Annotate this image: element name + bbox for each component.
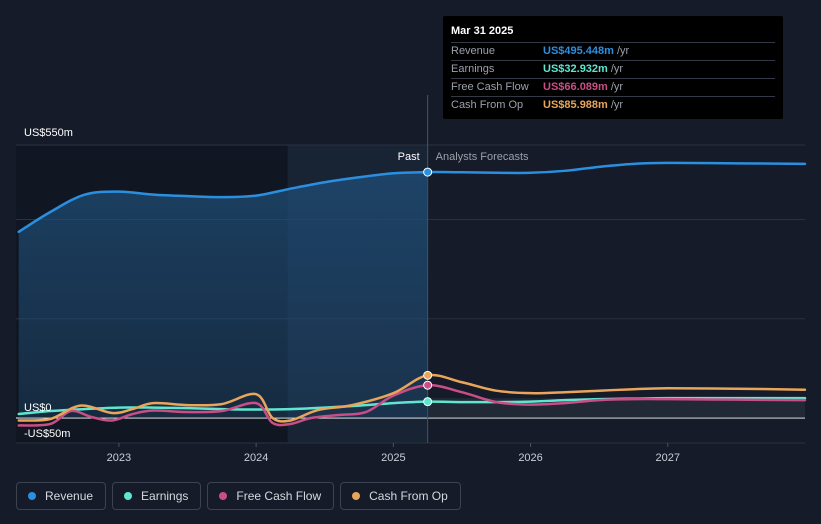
x-tick-label: 2026 <box>518 452 542 464</box>
tooltip-label: Cash From Op <box>451 99 524 111</box>
tooltip-value: US$66.089m <box>543 81 608 93</box>
tooltip-date: Mar 31 2025 <box>451 25 514 37</box>
marker-earnings <box>423 397 433 407</box>
tooltip-panel: Mar 31 2025 Revenue US$495.448m /yr Earn… <box>443 16 783 119</box>
x-tick-label: 2025 <box>381 452 405 464</box>
tooltip-label: Revenue <box>451 45 496 57</box>
series-line-revenue <box>17 161 807 234</box>
tooltip-row-cash-from-op: Cash From Op US$85.988m /yr <box>451 96 775 114</box>
tooltip-row-revenue: Revenue US$495.448m /yr <box>451 42 775 60</box>
legend-dot-icon <box>124 492 133 500</box>
legend-label: Cash From Op <box>369 489 448 503</box>
tooltip-value: US$495.448m <box>543 45 614 57</box>
legend-dot-icon <box>28 492 36 500</box>
legend-dot-icon <box>352 492 361 500</box>
marker-revenue <box>423 167 433 177</box>
tooltip-value: US$32.932m <box>543 63 608 75</box>
tooltip-row-earnings: Earnings US$32.932m /yr <box>451 60 775 78</box>
legend-label: Free Cash Flow <box>236 489 322 503</box>
forecast-label: Analysts Forecasts <box>436 151 529 163</box>
legend-label: Revenue <box>45 489 94 503</box>
x-tick-label: 2024 <box>244 452 268 464</box>
series-line-free-cash-flow <box>17 383 807 427</box>
tooltip-unit: /yr <box>610 63 624 75</box>
legend-item-revenue[interactable]: Revenue <box>16 482 107 510</box>
y-label-top: US$550m <box>24 127 73 139</box>
legend-item-earnings[interactable]: Earnings <box>112 482 202 510</box>
legend-item-free-cash-flow[interactable]: Free Cash Flow <box>207 482 335 510</box>
tooltip-unit: /yr <box>616 45 630 57</box>
past-label: Past <box>398 151 420 163</box>
y-label-bottom: -US$50m <box>24 428 70 440</box>
tooltip-unit: /yr <box>610 81 624 93</box>
y-label-zero: US$0 <box>24 402 52 414</box>
marker-cash-from-op <box>423 370 433 380</box>
legend-dot-icon <box>219 492 228 500</box>
series-line-cash-from-op <box>17 373 807 423</box>
tooltip-label: Earnings <box>451 63 495 75</box>
legend: Revenue Earnings Free Cash Flow Cash Fro… <box>16 482 461 510</box>
revenue-area <box>18 172 428 418</box>
tooltip-row-free-cash-flow: Free Cash Flow US$66.089m /yr <box>451 78 775 96</box>
x-tick-label: 2027 <box>656 452 680 464</box>
tooltip-label: Free Cash Flow <box>451 81 529 93</box>
marker-free-cash-flow <box>423 380 433 390</box>
x-tick-label: 2023 <box>107 452 131 464</box>
tooltip-value: US$85.988m <box>543 99 608 111</box>
legend-label: Earnings <box>141 489 189 503</box>
legend-item-cash-from-op[interactable]: Cash From Op <box>340 482 461 510</box>
forecast-band <box>427 398 805 418</box>
tooltip-unit: /yr <box>610 99 624 111</box>
